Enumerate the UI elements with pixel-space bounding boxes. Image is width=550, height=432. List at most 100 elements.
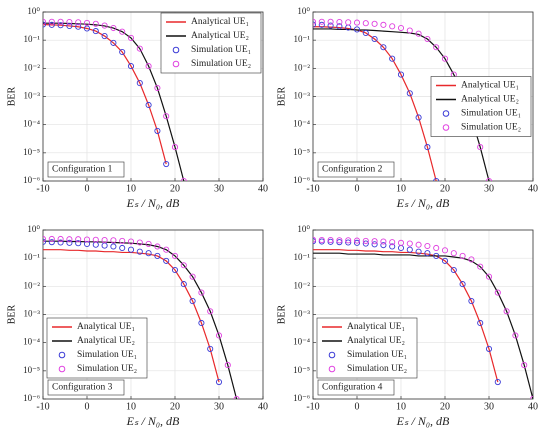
legend-box [430,76,532,137]
y-tick-label: 10⁰ [297,224,310,234]
sim-marker [163,113,170,120]
sim-marker [353,237,361,244]
sim-marker [380,21,387,28]
sim-marker [83,236,91,243]
y-axis-label: BER [276,86,287,106]
y-tick-label: 10⁻³ [294,309,311,319]
sim-marker [380,238,387,245]
x-tick-label: -10 [306,401,319,412]
sim-marker [127,238,135,245]
sim-marker [83,19,91,26]
sim-marker [57,18,64,25]
x-tick-label: 30 [214,401,224,412]
legend-label: Simulation UE₁ [461,109,521,119]
sim-marker [198,289,205,296]
y-tick-label: 10⁻¹ [294,34,311,44]
x-tick-label: 20 [440,183,450,194]
sim-marker [110,24,117,32]
y-tick-label: 10⁻⁴ [23,119,40,129]
sim-marker [336,239,343,246]
y-tick-label: 10⁻⁶ [23,175,40,185]
legend-label: Simulation UE₂ [347,364,407,374]
sim-marker [48,235,55,243]
x-tick-label: 0 [355,401,360,412]
sim-marker [145,240,152,247]
sim-marker [154,84,161,92]
x-tick-label: 20 [170,401,180,412]
sim-marker [433,252,440,259]
sim-marker [529,395,533,399]
y-tick-label: 10⁻³ [24,309,41,319]
annotation: Configuration 4 [322,382,383,393]
sim-marker [336,23,343,30]
sim-marker [207,345,214,352]
x-tick-label: 40 [528,401,538,412]
y-tick-label: 10⁻¹ [24,252,41,262]
sim-marker [75,240,82,247]
sim-marker [433,177,440,181]
sim-marker [163,257,170,264]
sim-marker [83,240,91,247]
x-tick-label: -10 [36,183,49,194]
sim-marker [92,28,99,35]
sim-marker [43,235,47,243]
sim-marker [48,239,55,246]
sim-marker [145,101,152,109]
sim-marker [389,243,396,250]
sim-marker [136,45,143,52]
sim-marker [75,23,82,30]
sim-marker [127,34,135,41]
sim-marker [66,236,73,243]
sim-marker [345,239,352,246]
series-line [313,249,499,383]
sim-marker [136,80,143,87]
sim-marker [189,273,196,280]
legend-marker [58,365,66,373]
sim-marker [215,332,223,339]
annotation-box [47,379,125,396]
sim-marker [119,244,126,252]
sim-marker [119,28,126,35]
x-axis-label: Eₛ / N₀, dB [396,414,450,428]
sim-marker [468,298,475,305]
sim-marker [389,23,396,30]
sim-marker [477,263,484,270]
sim-marker [48,21,55,28]
sim-marker [127,63,135,70]
sim-marker [450,266,457,274]
annotation: Configuration 2 [322,164,383,175]
sim-marker [57,235,64,243]
sim-marker [371,241,378,248]
y-tick-label: 10⁻⁶ [293,175,310,185]
legend-label: Analytical UE₁ [347,322,405,332]
series-line [43,240,238,399]
sim-marker [48,18,55,25]
sim-marker [145,250,152,257]
series-group [313,236,533,399]
plot-frame [312,11,534,182]
legend-box [316,317,418,379]
x-tick-label: 40 [258,183,268,194]
y-tick-label: 10⁰ [27,6,40,16]
legend-label: Analytical UE₁ [461,81,519,91]
legend-label: Simulation UE₁ [77,350,137,360]
legend-marker [442,124,450,131]
sim-marker [180,281,187,288]
y-tick-label: 10⁰ [297,6,310,16]
plot-frame [42,11,264,182]
y-tick-label: 10⁻¹ [294,252,311,262]
sim-marker [189,298,196,305]
sim-marker [101,22,108,29]
legend-label: Analytical UE₁ [191,17,249,27]
sim-marker [154,252,161,259]
y-tick-label: 10⁻¹ [24,34,41,44]
legend-marker [328,365,336,373]
legend-label: Simulation UE₂ [461,123,521,133]
x-tick-label: 10 [126,401,136,412]
sim-marker [336,18,343,26]
sim-marker [362,240,369,247]
legend-label: Simulation UE₁ [191,45,251,55]
sim-marker [362,29,369,37]
sim-marker [459,252,466,259]
